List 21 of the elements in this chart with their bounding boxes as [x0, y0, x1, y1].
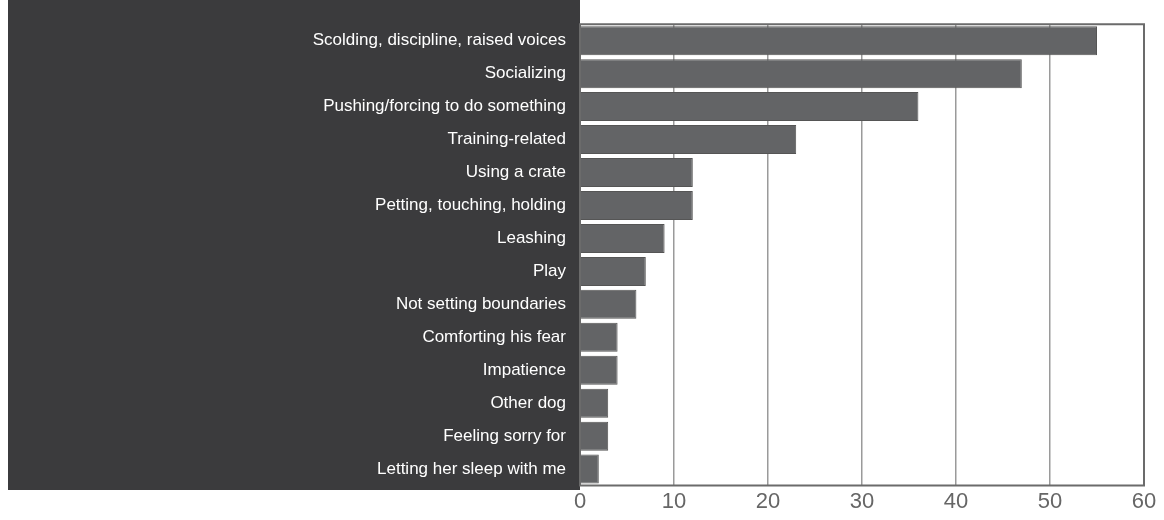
y-tick-label: Not setting boundaries — [395, 294, 566, 314]
x-tick-label: 30 — [849, 487, 875, 513]
y-tick-label: Training-related — [447, 129, 566, 149]
x-tick-label: 10 — [661, 487, 687, 513]
y-tick-label: Petting, touching, holding — [375, 195, 566, 215]
y-tick-label: Other dog — [490, 392, 566, 412]
y-tick-label: Comforting his fear — [422, 326, 567, 346]
y-tick-label: Impatience — [482, 359, 566, 379]
x-tick-label: 20 — [755, 487, 781, 513]
x-tick-label: 60 — [1131, 487, 1157, 513]
x-tick-label: 50 — [1037, 487, 1063, 513]
x-tick-label: 40 — [943, 487, 969, 513]
y-tick-label: Using a crate — [465, 162, 566, 182]
y-tick-label: Pushing/forcing to do something — [323, 96, 566, 116]
y-tick-label: Scolding, discipline, raised voices — [312, 30, 566, 50]
y-tick-label: Feeling sorry for — [443, 425, 567, 445]
y-tick-label: Socializing — [484, 63, 566, 83]
y-tick-label: Leashing — [496, 228, 566, 248]
y-tick-label: Play — [532, 261, 567, 281]
x-tick-label: 0 — [573, 487, 587, 513]
y-tick-label: Letting her sleep with me — [377, 458, 566, 478]
